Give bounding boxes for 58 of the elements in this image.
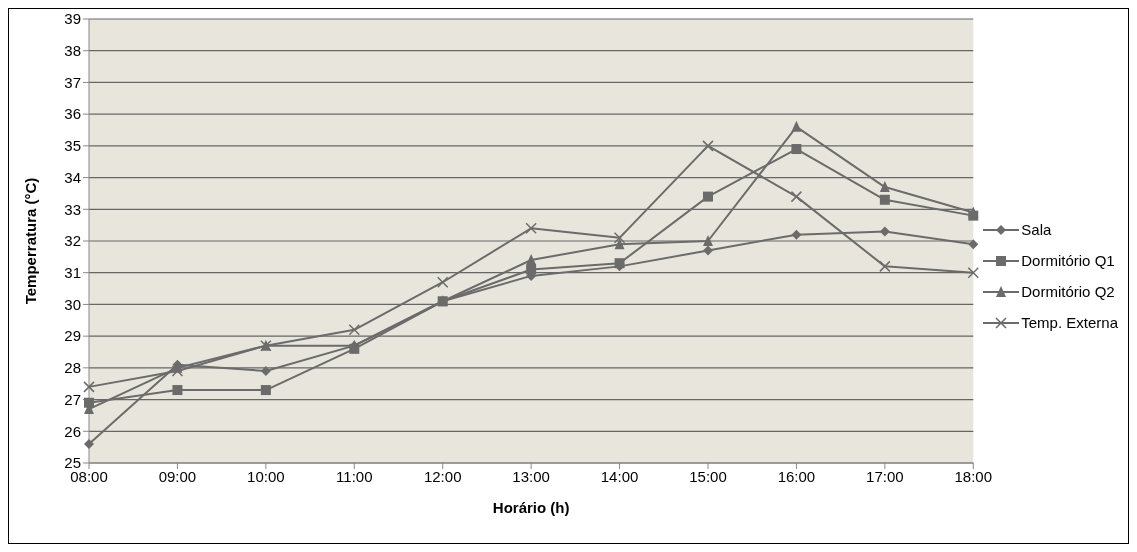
- point: [260, 366, 271, 377]
- point: [968, 239, 979, 250]
- y-tick-label: 30: [64, 295, 81, 313]
- y-tick-label: 34: [64, 168, 81, 186]
- point: [879, 260, 891, 273]
- point: [791, 144, 802, 155]
- x-tick-label: 09:00: [158, 467, 197, 485]
- legend-label: Temp. Externa: [1021, 314, 1118, 331]
- x-tick-label: 11:00: [336, 467, 373, 485]
- point: [968, 206, 979, 218]
- y-tick-label: 37: [64, 73, 81, 91]
- x-tick-label: 18:00: [954, 467, 993, 485]
- point: [436, 276, 449, 288]
- x-tick-label: 10:00: [247, 467, 285, 485]
- point: [526, 254, 537, 266]
- y-tick-label: 36: [64, 105, 81, 123]
- x-tick-label: 14:00: [600, 467, 639, 485]
- x-axis-title: Horário (h): [492, 499, 570, 516]
- point: [879, 181, 890, 193]
- point: [879, 226, 890, 237]
- y-tick-label: 39: [64, 10, 81, 28]
- y-tick-label: 28: [64, 359, 81, 377]
- y-tick-label: 31: [64, 264, 81, 282]
- point: [348, 324, 361, 336]
- y-tick-label: 33: [64, 200, 81, 218]
- y-tick-label: 35: [64, 137, 81, 155]
- y-tick-label: 26: [64, 422, 81, 440]
- point: [172, 385, 183, 396]
- x-tick-label: 15:00: [689, 467, 727, 485]
- point: [525, 222, 537, 235]
- point: [790, 190, 803, 203]
- point: [967, 266, 980, 279]
- x-tick-label: 16:00: [777, 467, 816, 485]
- point: [526, 264, 537, 275]
- legend-label: Dormitório Q2: [1021, 283, 1115, 300]
- x-tick-label: 13:00: [512, 467, 550, 485]
- point: [703, 235, 713, 246]
- point: [171, 365, 184, 377]
- point: [791, 120, 802, 132]
- point: [703, 191, 713, 202]
- point: [83, 381, 95, 393]
- point: [260, 385, 271, 396]
- point: [879, 194, 890, 205]
- legend-label: Dormitório Q1: [1021, 252, 1115, 269]
- point: [613, 232, 626, 244]
- x-tick-label: 17:00: [866, 467, 904, 485]
- point: [703, 245, 713, 256]
- point: [84, 438, 94, 449]
- legend-label: Sala: [1021, 221, 1052, 238]
- y-tick-label: 32: [64, 232, 81, 250]
- y-axis-title: Temperratura (°C): [22, 177, 40, 305]
- point: [614, 238, 625, 250]
- point: [702, 140, 714, 152]
- y-tick-label: 29: [64, 327, 81, 345]
- y-tick-label: 27: [64, 390, 81, 408]
- point: [791, 229, 802, 240]
- y-tick-label: 38: [64, 42, 81, 60]
- x-tick-label: 12:00: [423, 467, 462, 485]
